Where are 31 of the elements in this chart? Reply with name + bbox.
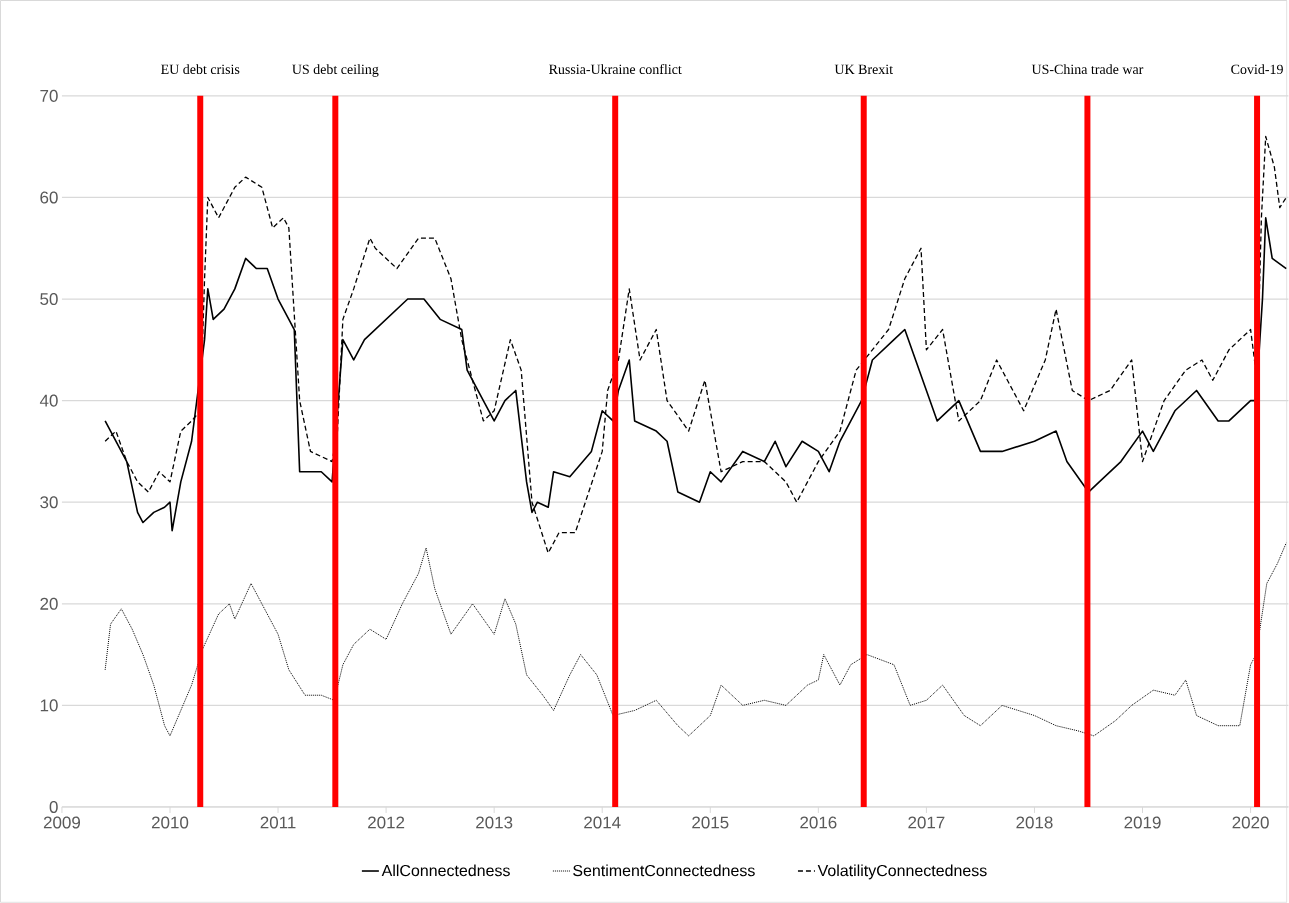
ref-line-label: Covid-19 xyxy=(1231,64,1283,75)
x-tick-label: 2017 xyxy=(908,816,945,829)
legend-label: SentimentConnectedness xyxy=(573,864,755,877)
ref-line-label: US debt ceiling xyxy=(292,64,379,77)
y-tick-label: 60 xyxy=(40,191,58,204)
y-tick-label: 70 xyxy=(40,89,58,102)
x-tick-label: 2014 xyxy=(584,816,621,829)
line-series xyxy=(104,542,1287,737)
x-tick-label: 2020 xyxy=(1232,816,1269,829)
ref-line-label: UK Brexit xyxy=(834,64,893,75)
ref-line-label: Russia-Ukraine conflict xyxy=(549,64,682,75)
x-tick-label: 2009 xyxy=(43,816,81,829)
y-tick-label: 20 xyxy=(40,597,58,610)
x-tick-label: 2013 xyxy=(476,816,513,829)
y-tick-label: 10 xyxy=(40,699,58,712)
line-series xyxy=(104,135,1287,554)
x-tick-label: 2012 xyxy=(368,816,405,829)
x-tick-label: 2015 xyxy=(692,816,729,829)
y-tick-label: 40 xyxy=(39,394,58,407)
x-tick-label: 2010 xyxy=(151,816,189,829)
x-tick-label: 2019 xyxy=(1124,816,1161,829)
x-tick-label: 2016 xyxy=(800,816,837,829)
y-tick-label: 0 xyxy=(49,801,58,814)
x-tick-label: 2018 xyxy=(1016,816,1053,829)
ref-line-label: EU debt crisis xyxy=(161,64,240,75)
legend-label: AllConnectedness xyxy=(381,864,510,877)
legend-label: VolatilityConnectedness xyxy=(817,864,987,880)
y-tick-label: 30 xyxy=(40,496,58,509)
ref-line-label: US-China trade war xyxy=(1031,64,1144,75)
x-tick-label: 2011 xyxy=(260,816,296,829)
y-tick-label: 50 xyxy=(40,293,58,306)
